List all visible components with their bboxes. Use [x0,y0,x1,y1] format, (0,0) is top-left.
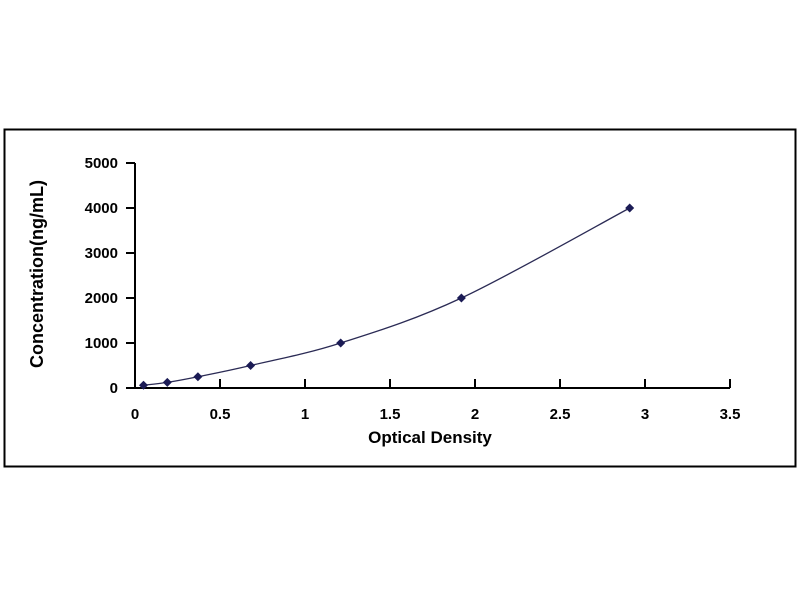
data-point-marker [625,203,635,213]
data-point-marker [456,293,466,303]
x-tick-label: 2.5 [550,406,571,423]
x-axis-title: Optical Density [368,428,492,447]
x-tick-label: 2 [471,406,479,423]
y-tick-label: 0 [110,380,118,397]
data-point-marker [162,377,172,387]
plot-area: 0 0.5 1 1.5 2 2.5 3 3.5 0 1000 2000 3000 4000 5000 [85,155,741,423]
data-point-marker [336,338,346,348]
y-tick-label: 5000 [85,155,118,172]
y-tick-label: 2000 [85,290,118,307]
y-tick-label: 3000 [85,245,118,262]
chart-frame [3,128,797,468]
y-tick-label: 1000 [85,335,118,352]
data-point-marker [193,372,203,382]
y-axis-title: Concentration(ng/mL) [27,180,47,368]
axis-lines [134,163,730,389]
y-tick-label: 4000 [85,200,118,217]
x-tick-label: 1 [301,406,309,423]
data-point-marker [246,361,256,370]
x-tick-label: 3 [641,406,649,423]
x-tick-label: 3.5 [720,406,741,423]
x-tick-label: 0.5 [210,406,231,423]
data-point-marker [139,380,148,390]
x-tick-label: 1.5 [380,406,401,423]
x-tick-label: 0 [131,406,139,423]
